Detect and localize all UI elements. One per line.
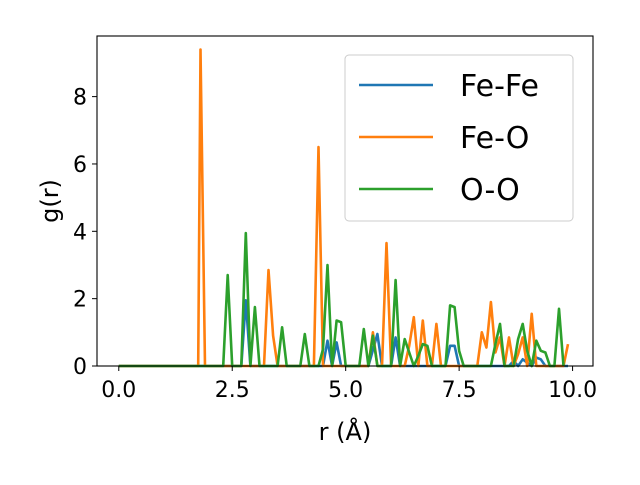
- legend-box: [344, 54, 574, 222]
- y-tick-label: 2: [73, 288, 87, 313]
- x-axis-label: r (Å): [319, 417, 372, 446]
- y-tick-label: 4: [73, 220, 87, 245]
- y-axis-ticks: 0 2 4 6 8: [73, 86, 97, 380]
- legend-label-fe-fe: Fe-Fe: [460, 69, 539, 104]
- y-tick-label: 0: [73, 355, 87, 380]
- y-tick-label: 6: [73, 153, 87, 178]
- x-axis-ticks: 0.0 2.5 5.0 7.5 10.0: [101, 366, 597, 403]
- y-tick-label: 8: [73, 86, 87, 111]
- series-line-fe-fe: [118, 298, 568, 368]
- legend: Fe-Fe Fe-O O-O: [344, 54, 574, 222]
- x-tick-label: 2.5: [215, 378, 250, 403]
- y-axis-label: g(r): [36, 179, 64, 223]
- x-tick-label: 7.5: [442, 378, 477, 403]
- x-tick-label: 10.0: [548, 378, 597, 403]
- legend-label-o-o: O-O: [460, 173, 520, 208]
- legend-label-fe-o: Fe-O: [460, 121, 529, 156]
- axes-frame: [96, 35, 594, 367]
- x-tick-label: 0.0: [101, 378, 136, 403]
- x-tick-label: 5.0: [328, 378, 363, 403]
